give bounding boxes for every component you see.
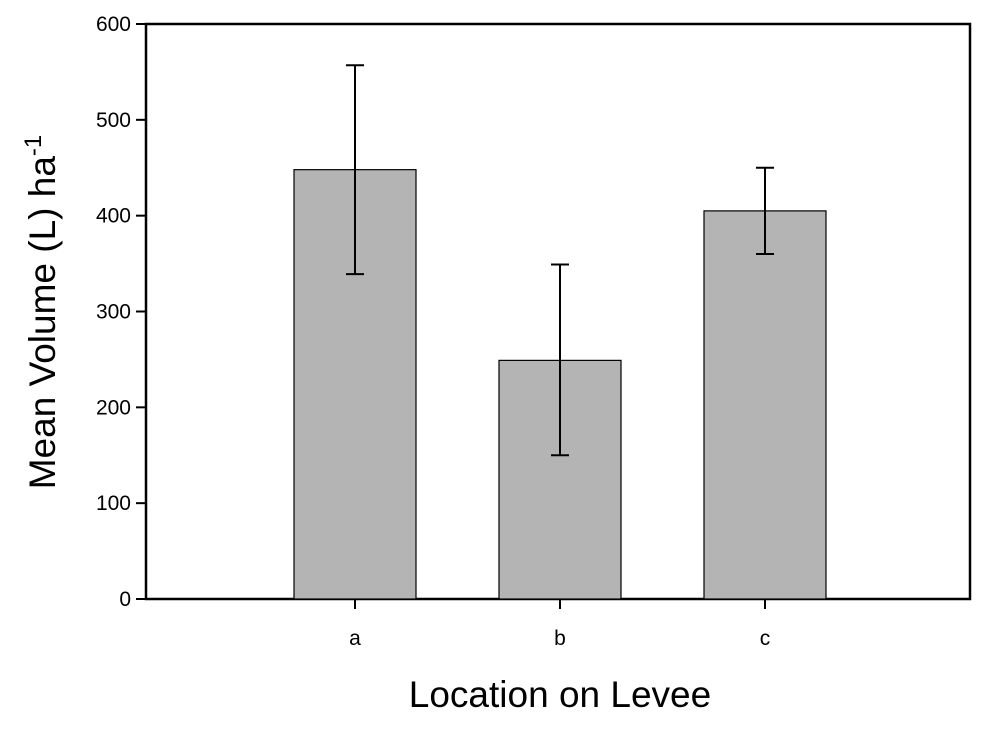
y-axis-title: Mean Volume (L) ha-1 — [20, 135, 63, 490]
y-axis-title-main: Mean Volume (L) ha — [22, 156, 63, 490]
y-tick-label: 100 — [96, 492, 131, 515]
x-tick-label: a — [349, 627, 361, 650]
y-tick-label: 500 — [96, 109, 131, 132]
x-tick-label: c — [760, 627, 771, 650]
x-tick-label: b — [554, 627, 566, 650]
y-tick-label: 0 — [119, 588, 131, 611]
x-axis-ticks: a b c — [349, 599, 770, 650]
y-tick-label: 300 — [96, 301, 131, 324]
bar-c — [703, 210, 827, 600]
y-tick-label: 600 — [96, 13, 131, 36]
y-axis-ticks: 0 100 200 300 400 500 600 — [96, 13, 146, 611]
x-axis-title: Location on Levee — [409, 674, 711, 715]
y-tick-label: 200 — [96, 396, 131, 419]
y-axis-title-superscript: -1 — [20, 135, 47, 156]
y-tick-label: 400 — [96, 205, 131, 228]
error-bars — [346, 64, 774, 457]
